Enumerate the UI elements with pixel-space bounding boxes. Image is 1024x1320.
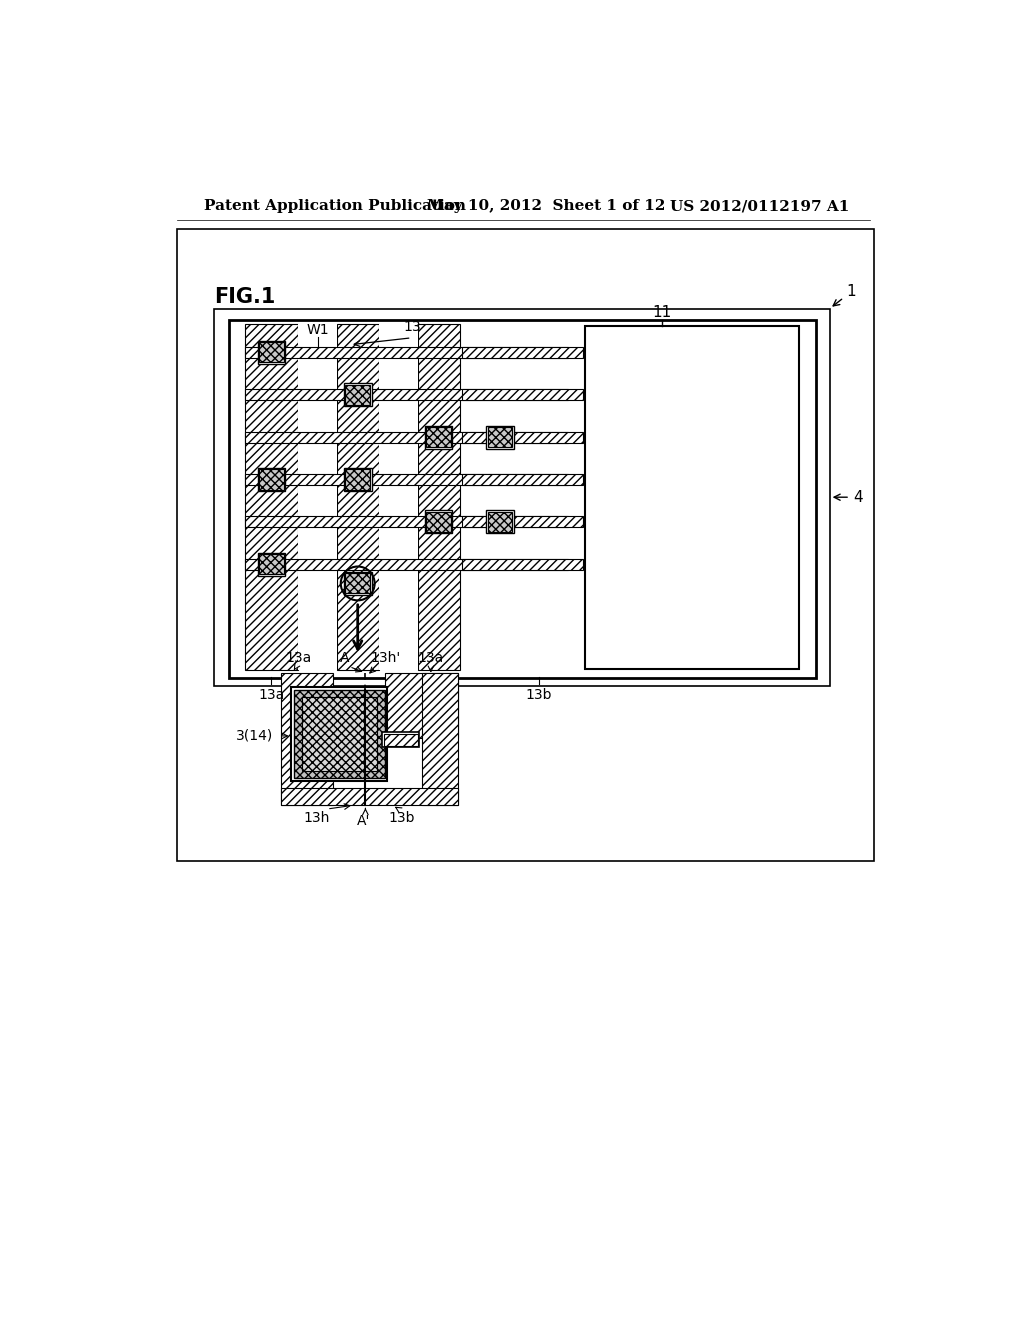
- Bar: [258, 341, 286, 364]
- Bar: [281, 788, 458, 805]
- Text: 13b: 13b: [388, 812, 415, 825]
- Text: US 2012/0112197 A1: US 2012/0112197 A1: [670, 199, 849, 213]
- Bar: [245, 432, 568, 442]
- Bar: [259, 342, 284, 363]
- Text: W1: W1: [306, 323, 329, 337]
- Bar: [245, 347, 568, 358]
- Bar: [177, 230, 873, 861]
- Bar: [229, 321, 816, 678]
- Bar: [258, 553, 286, 576]
- Bar: [585, 326, 799, 669]
- Bar: [426, 512, 451, 532]
- Bar: [382, 733, 419, 747]
- Bar: [258, 469, 286, 491]
- Text: May 10, 2012  Sheet 1 of 12: May 10, 2012 Sheet 1 of 12: [427, 199, 666, 213]
- Bar: [259, 470, 284, 490]
- Bar: [486, 425, 514, 449]
- Bar: [487, 512, 512, 532]
- Bar: [344, 572, 372, 595]
- Bar: [337, 323, 379, 671]
- Bar: [245, 389, 568, 400]
- Bar: [344, 383, 372, 407]
- Bar: [281, 673, 333, 805]
- Bar: [245, 516, 568, 527]
- Text: FIG.1: FIG.1: [214, 286, 275, 308]
- Bar: [462, 474, 584, 484]
- Bar: [426, 428, 451, 447]
- Bar: [418, 323, 460, 671]
- Bar: [486, 511, 514, 533]
- Bar: [245, 558, 568, 570]
- Text: A: A: [340, 651, 349, 665]
- Bar: [294, 689, 385, 779]
- Bar: [422, 673, 458, 805]
- Bar: [301, 697, 377, 771]
- Bar: [298, 323, 337, 671]
- Bar: [259, 554, 284, 574]
- Bar: [345, 385, 370, 405]
- Bar: [462, 347, 584, 358]
- Text: 3(14): 3(14): [236, 729, 273, 743]
- Text: A': A': [356, 814, 370, 829]
- Text: 4: 4: [835, 490, 862, 504]
- Text: 13: 13: [403, 319, 422, 334]
- Text: 13a: 13a: [418, 651, 444, 665]
- Bar: [214, 309, 829, 686]
- Bar: [462, 516, 584, 527]
- Bar: [462, 432, 584, 442]
- Bar: [487, 428, 512, 447]
- Bar: [245, 474, 568, 484]
- Bar: [385, 673, 458, 738]
- Bar: [345, 470, 370, 490]
- Text: 13h: 13h: [304, 812, 330, 825]
- Bar: [345, 573, 370, 594]
- Bar: [384, 734, 418, 746]
- Bar: [425, 425, 453, 449]
- Text: 11: 11: [652, 305, 672, 321]
- Text: 13a: 13a: [286, 651, 311, 665]
- Bar: [462, 389, 584, 400]
- Text: 13h': 13h': [371, 651, 401, 665]
- Text: Patent Application Publication: Patent Application Publication: [204, 199, 466, 213]
- Text: 13b: 13b: [525, 688, 552, 702]
- Text: 13a: 13a: [258, 688, 285, 702]
- Bar: [462, 558, 584, 570]
- Bar: [425, 511, 453, 533]
- Bar: [292, 688, 387, 780]
- Bar: [379, 323, 418, 671]
- Bar: [245, 323, 298, 671]
- Text: 1: 1: [834, 284, 856, 306]
- Bar: [344, 469, 372, 491]
